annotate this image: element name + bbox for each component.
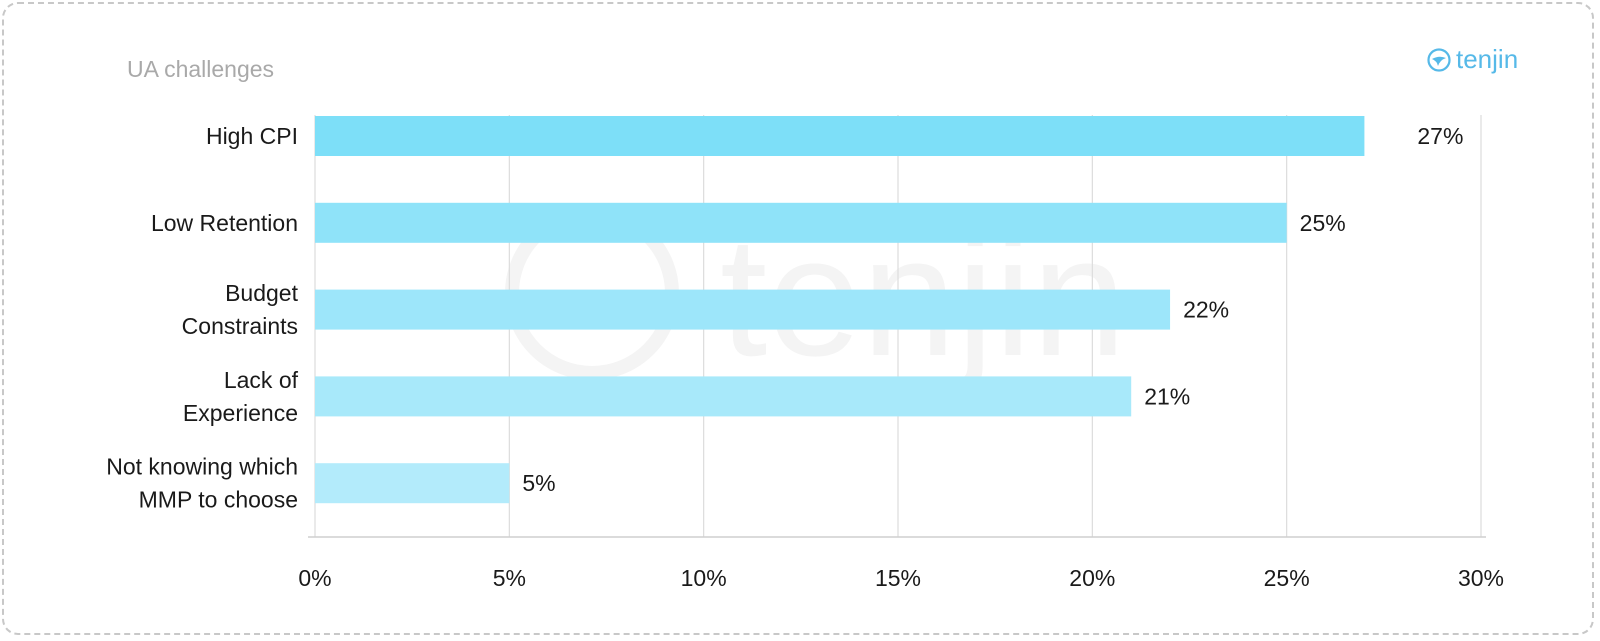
x-tick-label: 5% — [493, 565, 526, 591]
value-label: 25% — [1300, 210, 1346, 236]
value-label: 21% — [1144, 383, 1190, 409]
x-tick-label: 0% — [298, 565, 331, 591]
x-tick-label: 15% — [875, 565, 921, 591]
brand-name: tenjin — [1456, 44, 1519, 74]
category-label: High CPI — [206, 123, 298, 149]
bar — [315, 463, 510, 504]
bar — [315, 202, 1287, 243]
x-tick-label: 30% — [1458, 565, 1504, 591]
bar — [315, 289, 1171, 330]
value-label: 22% — [1183, 297, 1229, 323]
x-tick-label: 10% — [681, 565, 727, 591]
brand-logo: tenjin — [1426, 44, 1518, 75]
category-label: Not knowing which MMP to choose — [106, 454, 298, 513]
tenjin-logo-icon — [1427, 47, 1451, 72]
x-tick-label: 20% — [1069, 565, 1115, 591]
bar — [315, 376, 1132, 417]
category-label: Low Retention — [151, 210, 298, 236]
category-label: Budget Constraints — [182, 280, 299, 339]
bar — [315, 116, 1365, 156]
category-label: Lack of Experience — [183, 367, 299, 426]
chart-title: UA challenges — [127, 56, 275, 82]
value-label: 5% — [522, 470, 555, 496]
value-label: 27% — [1417, 123, 1463, 149]
x-tick-label: 25% — [1264, 565, 1310, 591]
